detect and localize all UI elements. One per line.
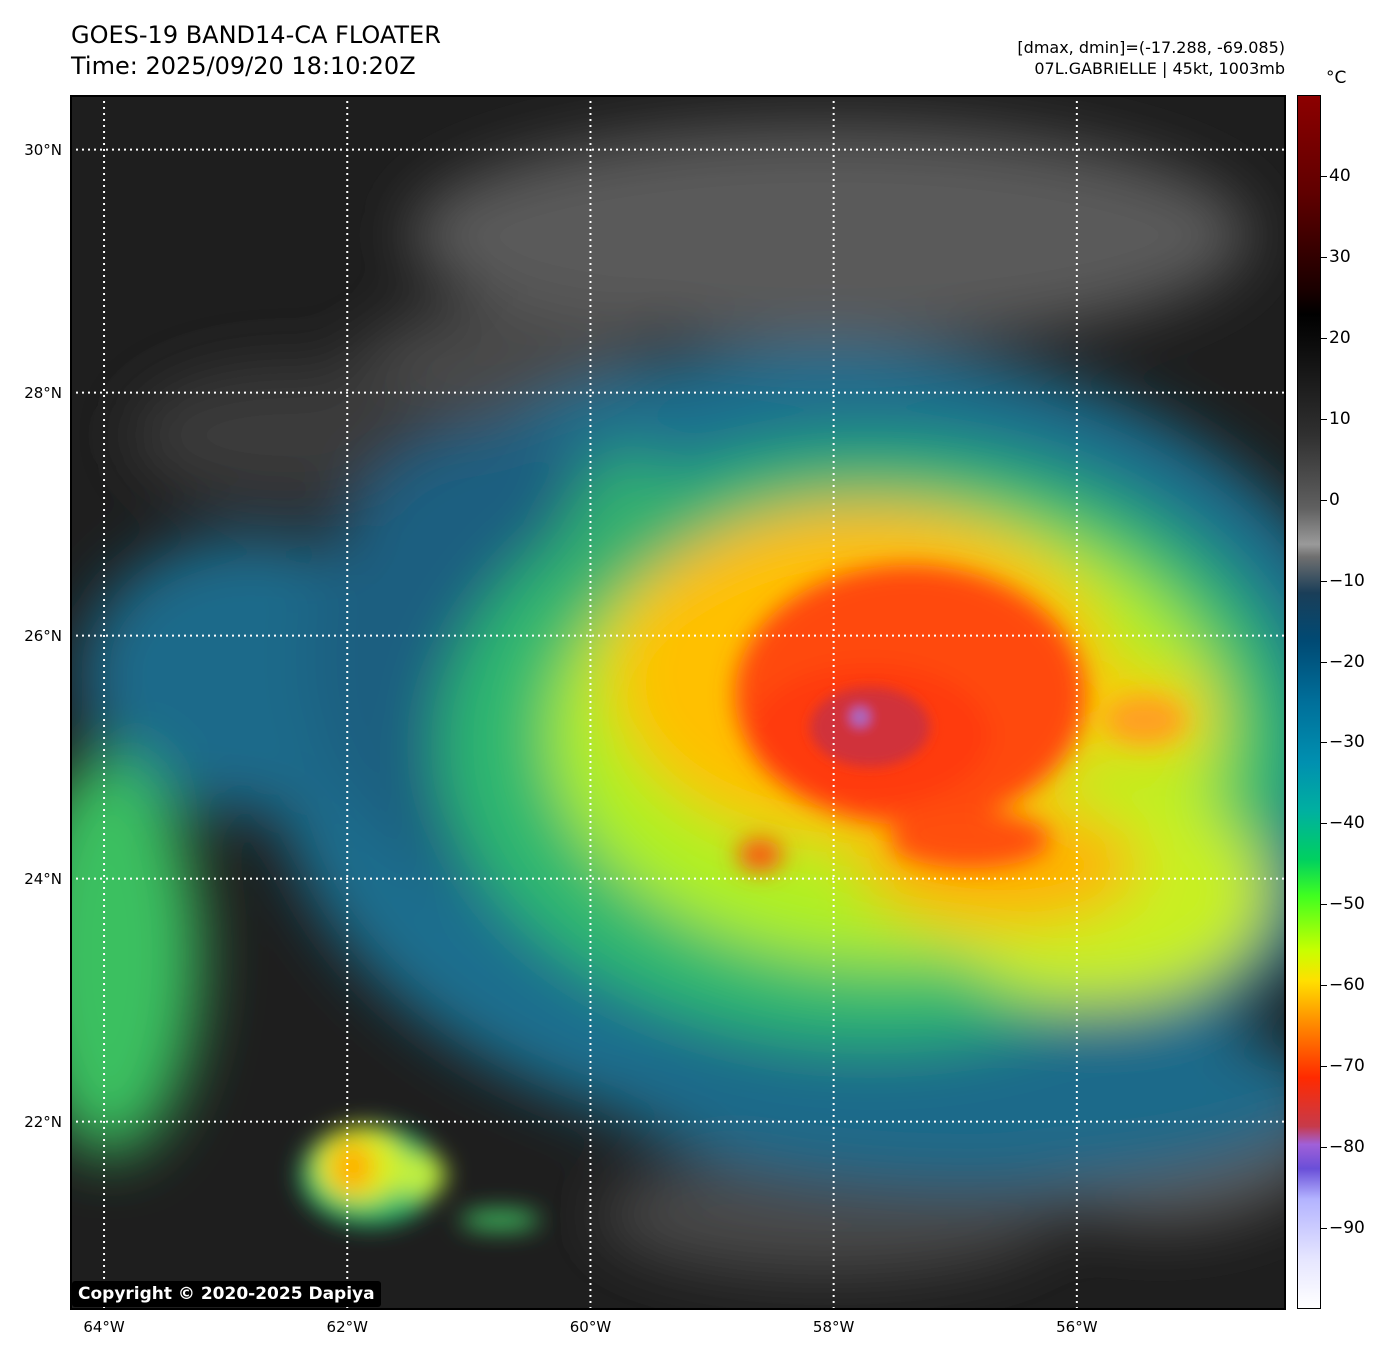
satellite-map <box>70 95 1286 1310</box>
colorbar-tick <box>1321 1147 1327 1149</box>
colorbar-tick <box>1321 1228 1327 1230</box>
storm-info-label: 07L.GABRIELLE | 45kt, 1003mb <box>1034 59 1285 78</box>
colorbar-tick <box>1321 337 1327 339</box>
colorbar-tick-label: −40 <box>1329 813 1365 834</box>
map-title: GOES-19 BAND14-CA FLOATER <box>71 21 441 49</box>
map-time: Time: 2025/09/20 18:10:20Z <box>71 52 416 80</box>
colorbar-tick <box>1321 256 1327 258</box>
lon-label: 56°W <box>1056 1318 1098 1336</box>
colorbar-unit: °C <box>1326 68 1347 88</box>
lon-label: 64°W <box>83 1318 125 1336</box>
lat-label: 28°N <box>24 383 62 402</box>
graticule <box>70 95 1286 1310</box>
colorbar-tick-label: −60 <box>1329 975 1365 996</box>
colorbar-tick-label: −50 <box>1329 894 1365 915</box>
colorbar-tick-label: −10 <box>1329 570 1365 591</box>
lat-label: 26°N <box>24 626 62 645</box>
colorbar-tick <box>1321 985 1327 987</box>
colorbar-tick-label: 30 <box>1329 246 1351 267</box>
colorbar-tick-label: 0 <box>1329 489 1340 510</box>
colorbar-tick-label: −20 <box>1329 651 1365 672</box>
colorbar-tick <box>1321 499 1327 501</box>
colorbar-tick-label: −70 <box>1329 1056 1365 1077</box>
southwest-cell <box>300 1125 540 1230</box>
colorbar-tick-label: −90 <box>1329 1218 1365 1239</box>
colorbar-tick <box>1321 418 1327 420</box>
colorbar-tick-label: 10 <box>1329 408 1351 429</box>
colorbar-tick-label: 40 <box>1329 165 1351 186</box>
colorbar-tick <box>1321 904 1327 906</box>
colorbar-tick <box>1321 580 1327 582</box>
colorbar <box>1297 95 1321 1309</box>
colorbar-tick-label: −80 <box>1329 1137 1365 1158</box>
lon-label: 60°W <box>569 1318 612 1336</box>
colorbar-tick-label: −30 <box>1329 732 1365 753</box>
colorbar-tick <box>1321 661 1327 663</box>
colorbar-tick <box>1321 742 1327 744</box>
lon-label: 62°W <box>326 1318 368 1336</box>
colorbar-tick <box>1321 175 1327 177</box>
lat-label: 22°N <box>24 1112 62 1131</box>
lon-label: 58°W <box>812 1318 855 1336</box>
copyright-label: Copyright © 2020-2025 Dapiya <box>72 1281 381 1307</box>
lat-label: 30°N <box>24 140 62 159</box>
map-frame <box>70 95 1286 1310</box>
colorbar-tick <box>1321 1066 1327 1068</box>
data-range-label: [dmax, dmin]=(-17.288, -69.085) <box>1017 38 1285 57</box>
colorbar-tick <box>1321 823 1327 825</box>
colorbar-tick-label: 20 <box>1329 327 1351 348</box>
lat-label: 24°N <box>24 869 62 888</box>
